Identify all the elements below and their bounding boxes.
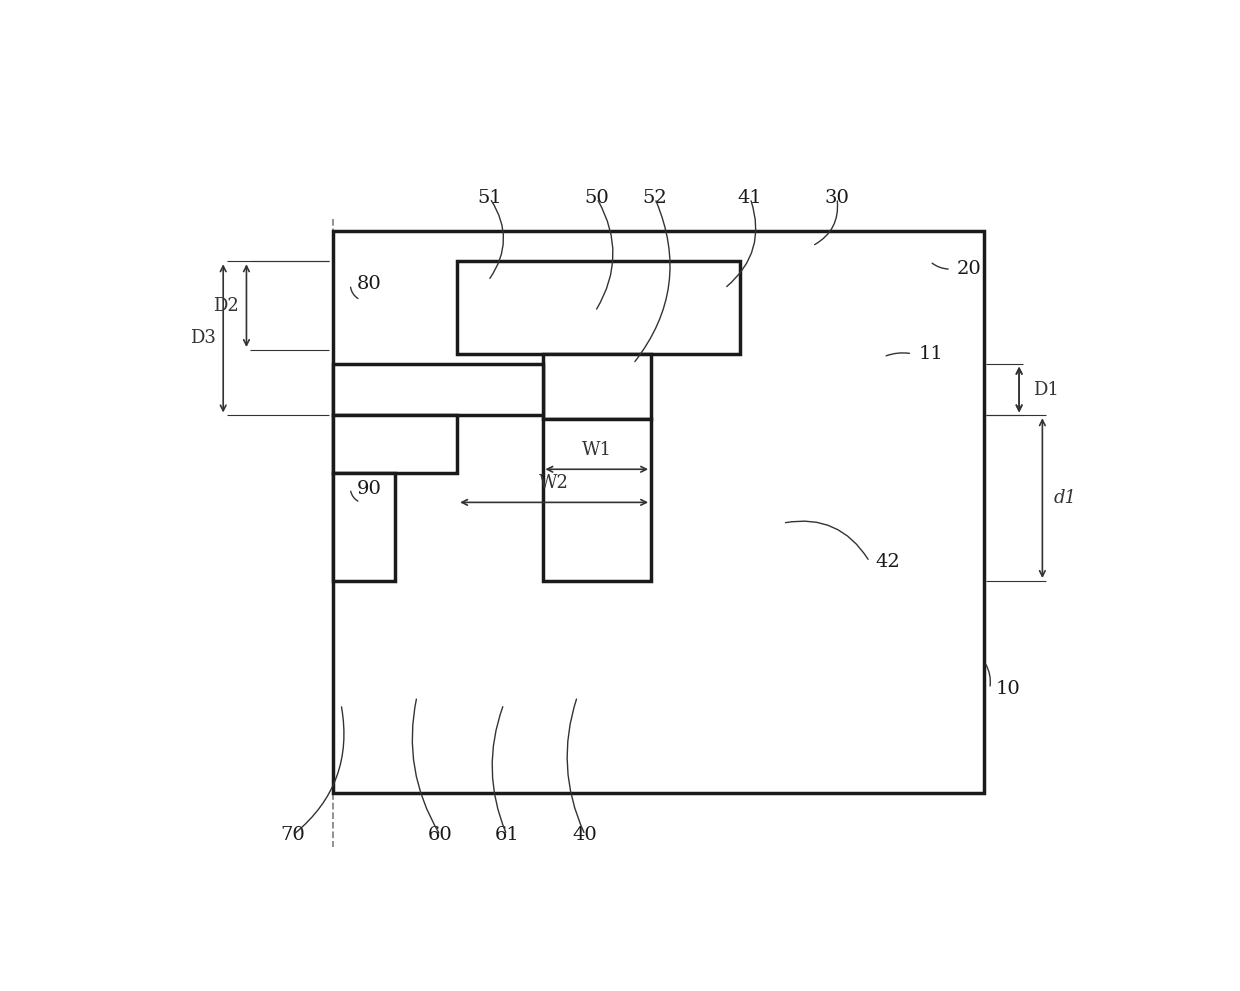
Text: 50: 50 [584, 189, 609, 207]
Bar [458, 262, 740, 354]
Bar [334, 415, 458, 473]
Text: W2: W2 [539, 475, 569, 493]
Text: 42: 42 [875, 553, 900, 571]
Text: 51: 51 [477, 189, 502, 207]
Text: 61: 61 [495, 826, 520, 844]
Text: 90: 90 [357, 480, 382, 497]
Text: 70: 70 [280, 826, 305, 844]
Bar [334, 473, 396, 581]
Text: 40: 40 [573, 826, 598, 844]
Text: 20: 20 [957, 260, 982, 278]
Text: 10: 10 [996, 680, 1021, 698]
Bar [543, 354, 651, 419]
Text: D3: D3 [190, 329, 216, 348]
Text: W1: W1 [582, 441, 611, 459]
Text: D2: D2 [213, 296, 238, 315]
Text: 41: 41 [738, 189, 763, 207]
Text: d1: d1 [1054, 490, 1078, 507]
Bar [334, 231, 985, 793]
Text: 60: 60 [428, 826, 453, 844]
Text: 11: 11 [919, 345, 944, 363]
Text: 30: 30 [825, 189, 849, 207]
Bar [334, 364, 543, 415]
Text: D1: D1 [1033, 381, 1059, 398]
Text: 80: 80 [357, 275, 381, 293]
Bar [543, 419, 651, 581]
Text: 52: 52 [642, 189, 667, 207]
